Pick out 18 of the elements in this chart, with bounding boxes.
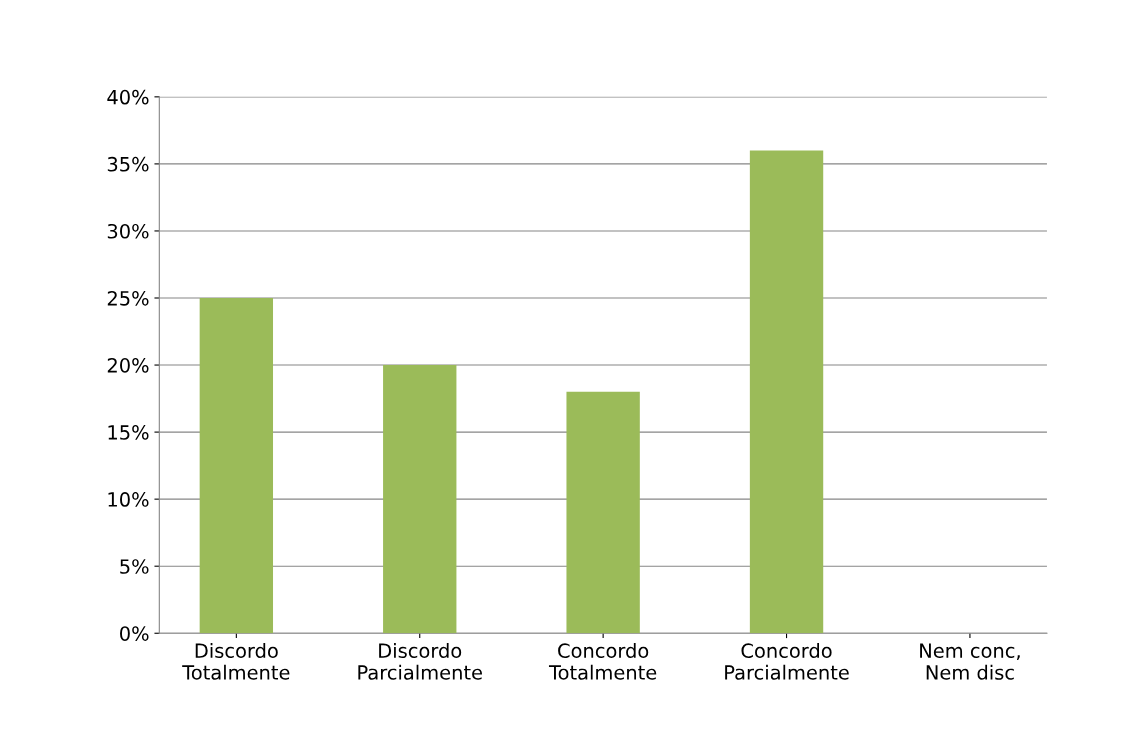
bar xyxy=(199,298,274,634)
x-tick-label: Discordo Parcialmente xyxy=(358,642,482,680)
x-tick-label: Concordo Parcialmente xyxy=(725,642,849,680)
y-tick-label: 15% xyxy=(108,425,149,440)
bar xyxy=(566,391,640,634)
x-tick-label: Concordo Totalmente xyxy=(548,642,657,680)
y-tick-label: 20% xyxy=(107,358,149,373)
y-tick-label: 30% xyxy=(107,223,149,239)
x-tick-label: Discordo Totalmente xyxy=(182,642,290,680)
y-tick-label: 25% xyxy=(107,290,149,306)
y-tick-label: 35% xyxy=(107,156,149,172)
bar xyxy=(383,365,457,634)
y-tick-label: 10% xyxy=(108,492,149,507)
x-tick-label: Nem conc, Nem disc xyxy=(920,643,1020,680)
y-tick-label: 0% xyxy=(120,626,149,641)
bar xyxy=(749,150,824,634)
y-tick-label: 5% xyxy=(120,559,149,574)
y-tick-label: 40% xyxy=(107,89,149,105)
